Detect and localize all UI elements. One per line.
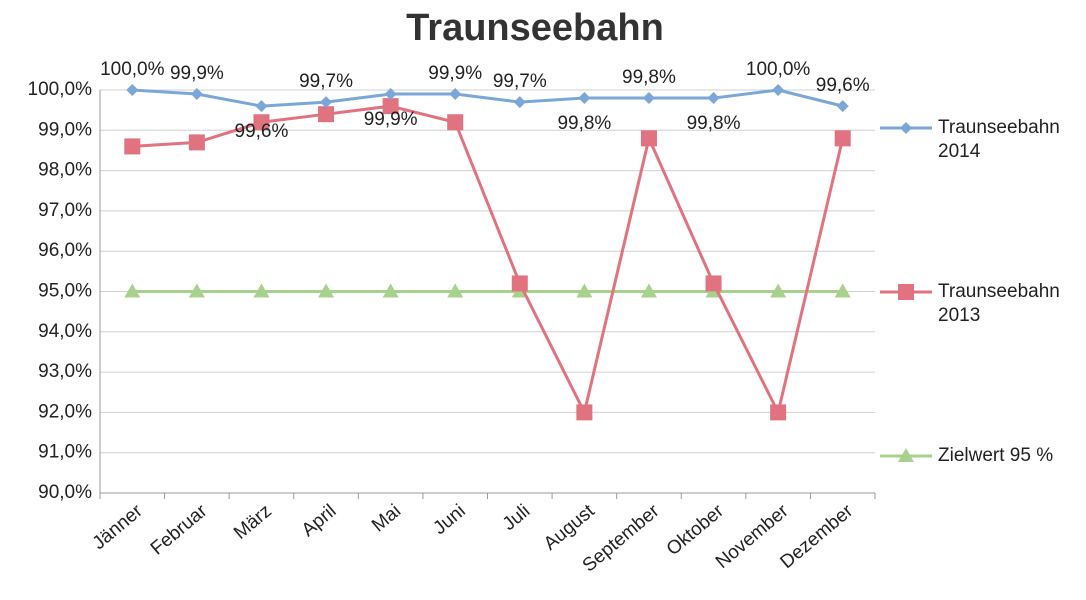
point [318,106,335,123]
point [384,88,397,101]
y-tick-label: 93,0% [38,361,92,382]
point [576,283,593,298]
point [190,88,203,101]
point [318,283,335,298]
x-tick-label: Dezember [776,500,857,573]
series-line [132,88,844,108]
data-label: 99,8% [557,113,611,134]
point [642,92,655,105]
legend-label: Zielwert 95 % [938,445,1054,466]
point [188,134,205,151]
x-tick-label: Februar [147,500,212,559]
x-tick-label: Juli [499,501,534,535]
point [447,283,464,298]
data-label: 99,9% [170,63,224,84]
point [578,92,591,105]
data-label: 99,6% [816,75,870,96]
x-tick-label: Jänner [89,500,148,554]
point [188,283,205,298]
y-tick-label: 99,0% [38,119,92,140]
point [898,284,914,300]
x-tick-label: Mai [368,501,405,537]
data-label: 99,9% [364,109,418,130]
point [772,84,785,96]
data-label: 100,0% [100,59,165,80]
y-tick-label: 90,0% [38,482,92,503]
point [449,88,462,101]
point [253,283,270,298]
legend-label: Traunseebahn 2014 [938,117,1060,162]
data-label: 99,9% [428,63,482,84]
y-tick-label: 97,0% [38,200,92,221]
x-tick-label: März [230,501,276,544]
point [836,100,849,113]
data-label: 99,6% [235,121,289,142]
y-tick-label: 100,0% [28,79,93,100]
point [511,275,528,292]
point [124,283,141,298]
point [382,98,399,115]
point [253,114,270,131]
point [513,96,526,109]
point [705,275,722,292]
x-tick-label: April [298,501,341,542]
point [320,96,333,109]
point [640,283,657,298]
point [900,122,912,134]
point [834,130,851,147]
legend-label: Traunseebahn 2013 [938,281,1060,326]
y-tick-label: 94,0% [38,321,92,342]
point [576,404,593,421]
y-tick-label: 92,0% [38,401,92,422]
x-tick-label: August [540,500,599,555]
point [255,100,268,113]
data-label: 100,0% [746,59,811,80]
chart-title: Traunseebahn [406,7,664,49]
point [770,404,787,421]
y-tick-label: 95,0% [38,281,92,302]
y-tick-label: 96,0% [38,240,92,261]
point [898,448,914,462]
point [126,84,139,96]
data-label: 99,8% [622,67,676,88]
y-tick-label: 91,0% [38,442,92,463]
point [770,283,787,298]
x-tick-label: Juni [429,501,469,539]
point [447,114,464,131]
series-line [132,104,845,417]
y-tick-label: 98,0% [38,160,92,181]
point [382,283,399,298]
point [640,130,657,147]
point [707,92,720,105]
data-label: 99,7% [493,71,547,92]
data-label: 99,8% [687,113,741,134]
point [124,138,141,155]
data-label: 99,7% [299,71,353,92]
point [834,283,851,298]
